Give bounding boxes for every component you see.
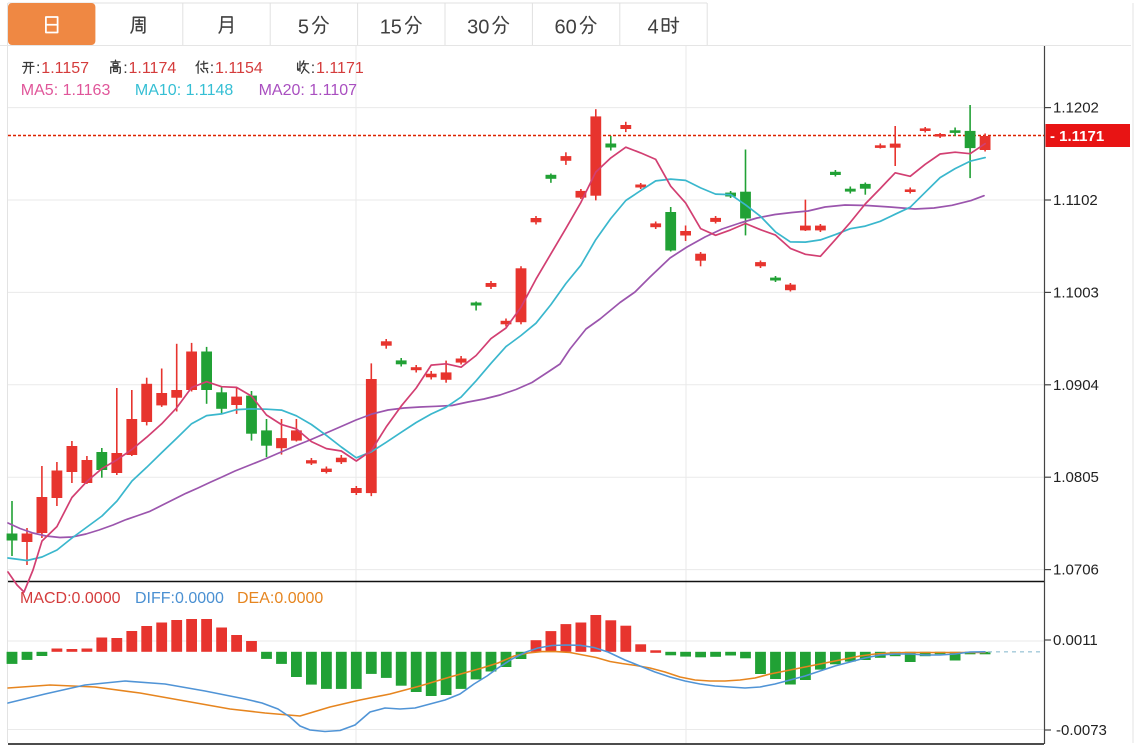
svg-text:DIFF:0.0000: DIFF:0.0000 [135, 590, 224, 607]
svg-text:1.1154: 1.1154 [215, 60, 263, 77]
svg-text::: : [210, 60, 214, 77]
svg-text:1.0706: 1.0706 [1053, 562, 1099, 579]
svg-text:1.0904: 1.0904 [1053, 377, 1099, 394]
svg-text:1.1157: 1.1157 [41, 60, 89, 77]
svg-text:60: 60 [555, 17, 577, 39]
svg-text:1.0805: 1.0805 [1053, 469, 1099, 486]
svg-text:5: 5 [298, 17, 309, 39]
svg-text:-0.0073: -0.0073 [1056, 722, 1107, 739]
svg-text:1.1174: 1.1174 [129, 60, 177, 77]
svg-text:1.1102: 1.1102 [1053, 192, 1098, 209]
svg-text:MA20: 1.1107: MA20: 1.1107 [259, 82, 358, 99]
svg-text:4: 4 [648, 17, 659, 39]
svg-text:1.1202: 1.1202 [1053, 100, 1099, 117]
svg-text:MA10: 1.1148: MA10: 1.1148 [135, 82, 234, 99]
svg-text:1.1003: 1.1003 [1053, 284, 1099, 301]
svg-text::: : [311, 60, 315, 77]
svg-text:15: 15 [380, 17, 402, 39]
svg-text::: : [36, 60, 40, 77]
svg-text:1.1171: 1.1171 [316, 60, 364, 77]
svg-text:30: 30 [467, 17, 489, 39]
svg-text:MACD:0.0000: MACD:0.0000 [20, 590, 121, 607]
svg-text:- 1.1171: - 1.1171 [1050, 128, 1104, 145]
svg-text:MA5: 1.1163: MA5: 1.1163 [21, 82, 111, 99]
svg-text:DEA:0.0000: DEA:0.0000 [237, 590, 323, 607]
svg-text:0.0011: 0.0011 [1053, 632, 1098, 649]
svg-text::: : [123, 60, 127, 77]
